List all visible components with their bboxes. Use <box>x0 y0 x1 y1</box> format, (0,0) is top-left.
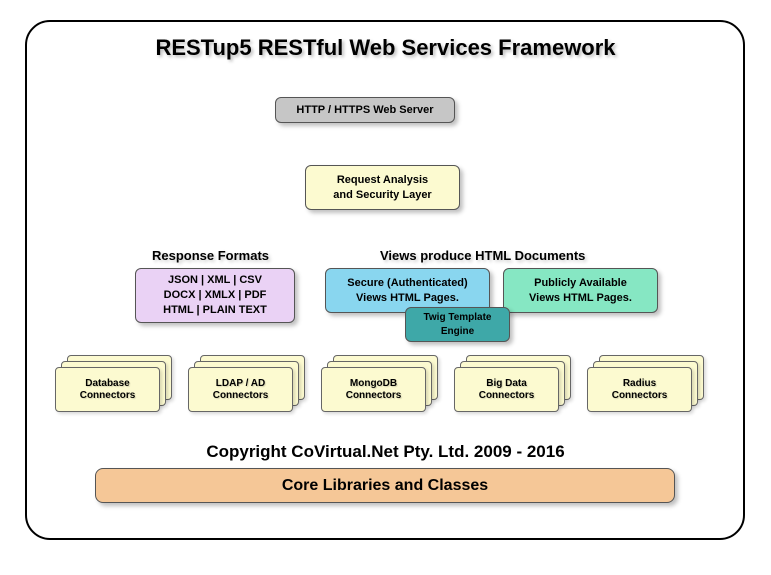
connector-card-front: LDAP / ADConnectors <box>188 367 293 412</box>
response-formats-line1: JSON | XML | CSV <box>163 273 267 288</box>
response-formats-heading: Response Formats <box>152 248 269 263</box>
connector-line1: Radius <box>612 378 668 390</box>
diagram-title: RESTup5 RESTful Web Services Framework <box>0 35 771 61</box>
copyright-text: Copyright CoVirtual.Net Pty. Ltd. 2009 -… <box>0 442 771 462</box>
connector-line1: LDAP / AD <box>213 378 269 390</box>
http-server-label: HTTP / HTTPS Web Server <box>296 103 433 118</box>
connector-line2: Connectors <box>479 390 535 402</box>
core-libraries-box: Core Libraries and Classes <box>95 468 675 503</box>
twig-engine-line2: Engine <box>424 325 492 339</box>
request-layer-line1: Request Analysis <box>333 173 431 188</box>
response-formats-line3: HTML | PLAIN TEXT <box>163 303 267 318</box>
secure-views-line2: Views HTML Pages. <box>347 291 467 306</box>
connector-line1: Big Data <box>479 378 535 390</box>
connector-line1: MongoDB <box>346 378 402 390</box>
public-views-line2: Views HTML Pages. <box>529 291 632 306</box>
connector-line1: Database <box>80 378 136 390</box>
request-layer-line2: and Security Layer <box>333 188 431 203</box>
public-views-box: Publicly Available Views HTML Pages. <box>503 268 658 313</box>
core-libraries-label: Core Libraries and Classes <box>282 477 488 495</box>
connector-card-front: DatabaseConnectors <box>55 367 160 412</box>
request-layer-box: Request Analysis and Security Layer <box>305 165 460 210</box>
connector-card-front: MongoDBConnectors <box>321 367 426 412</box>
http-server-box: HTTP / HTTPS Web Server <box>275 97 455 123</box>
views-heading: Views produce HTML Documents <box>380 248 585 263</box>
connector-line2: Connectors <box>346 390 402 402</box>
secure-views-line1: Secure (Authenticated) <box>347 276 467 291</box>
twig-engine-box: Twig Template Engine <box>405 307 510 342</box>
connector-line2: Connectors <box>612 390 668 402</box>
response-formats-box: JSON | XML | CSV DOCX | XMLX | PDF HTML … <box>135 268 295 323</box>
twig-engine-line1: Twig Template <box>424 311 492 325</box>
connector-card-front: RadiusConnectors <box>587 367 692 412</box>
connector-line2: Connectors <box>213 390 269 402</box>
public-views-line1: Publicly Available <box>529 276 632 291</box>
connector-card-front: Big DataConnectors <box>454 367 559 412</box>
response-formats-line2: DOCX | XMLX | PDF <box>163 288 267 303</box>
connector-line2: Connectors <box>80 390 136 402</box>
